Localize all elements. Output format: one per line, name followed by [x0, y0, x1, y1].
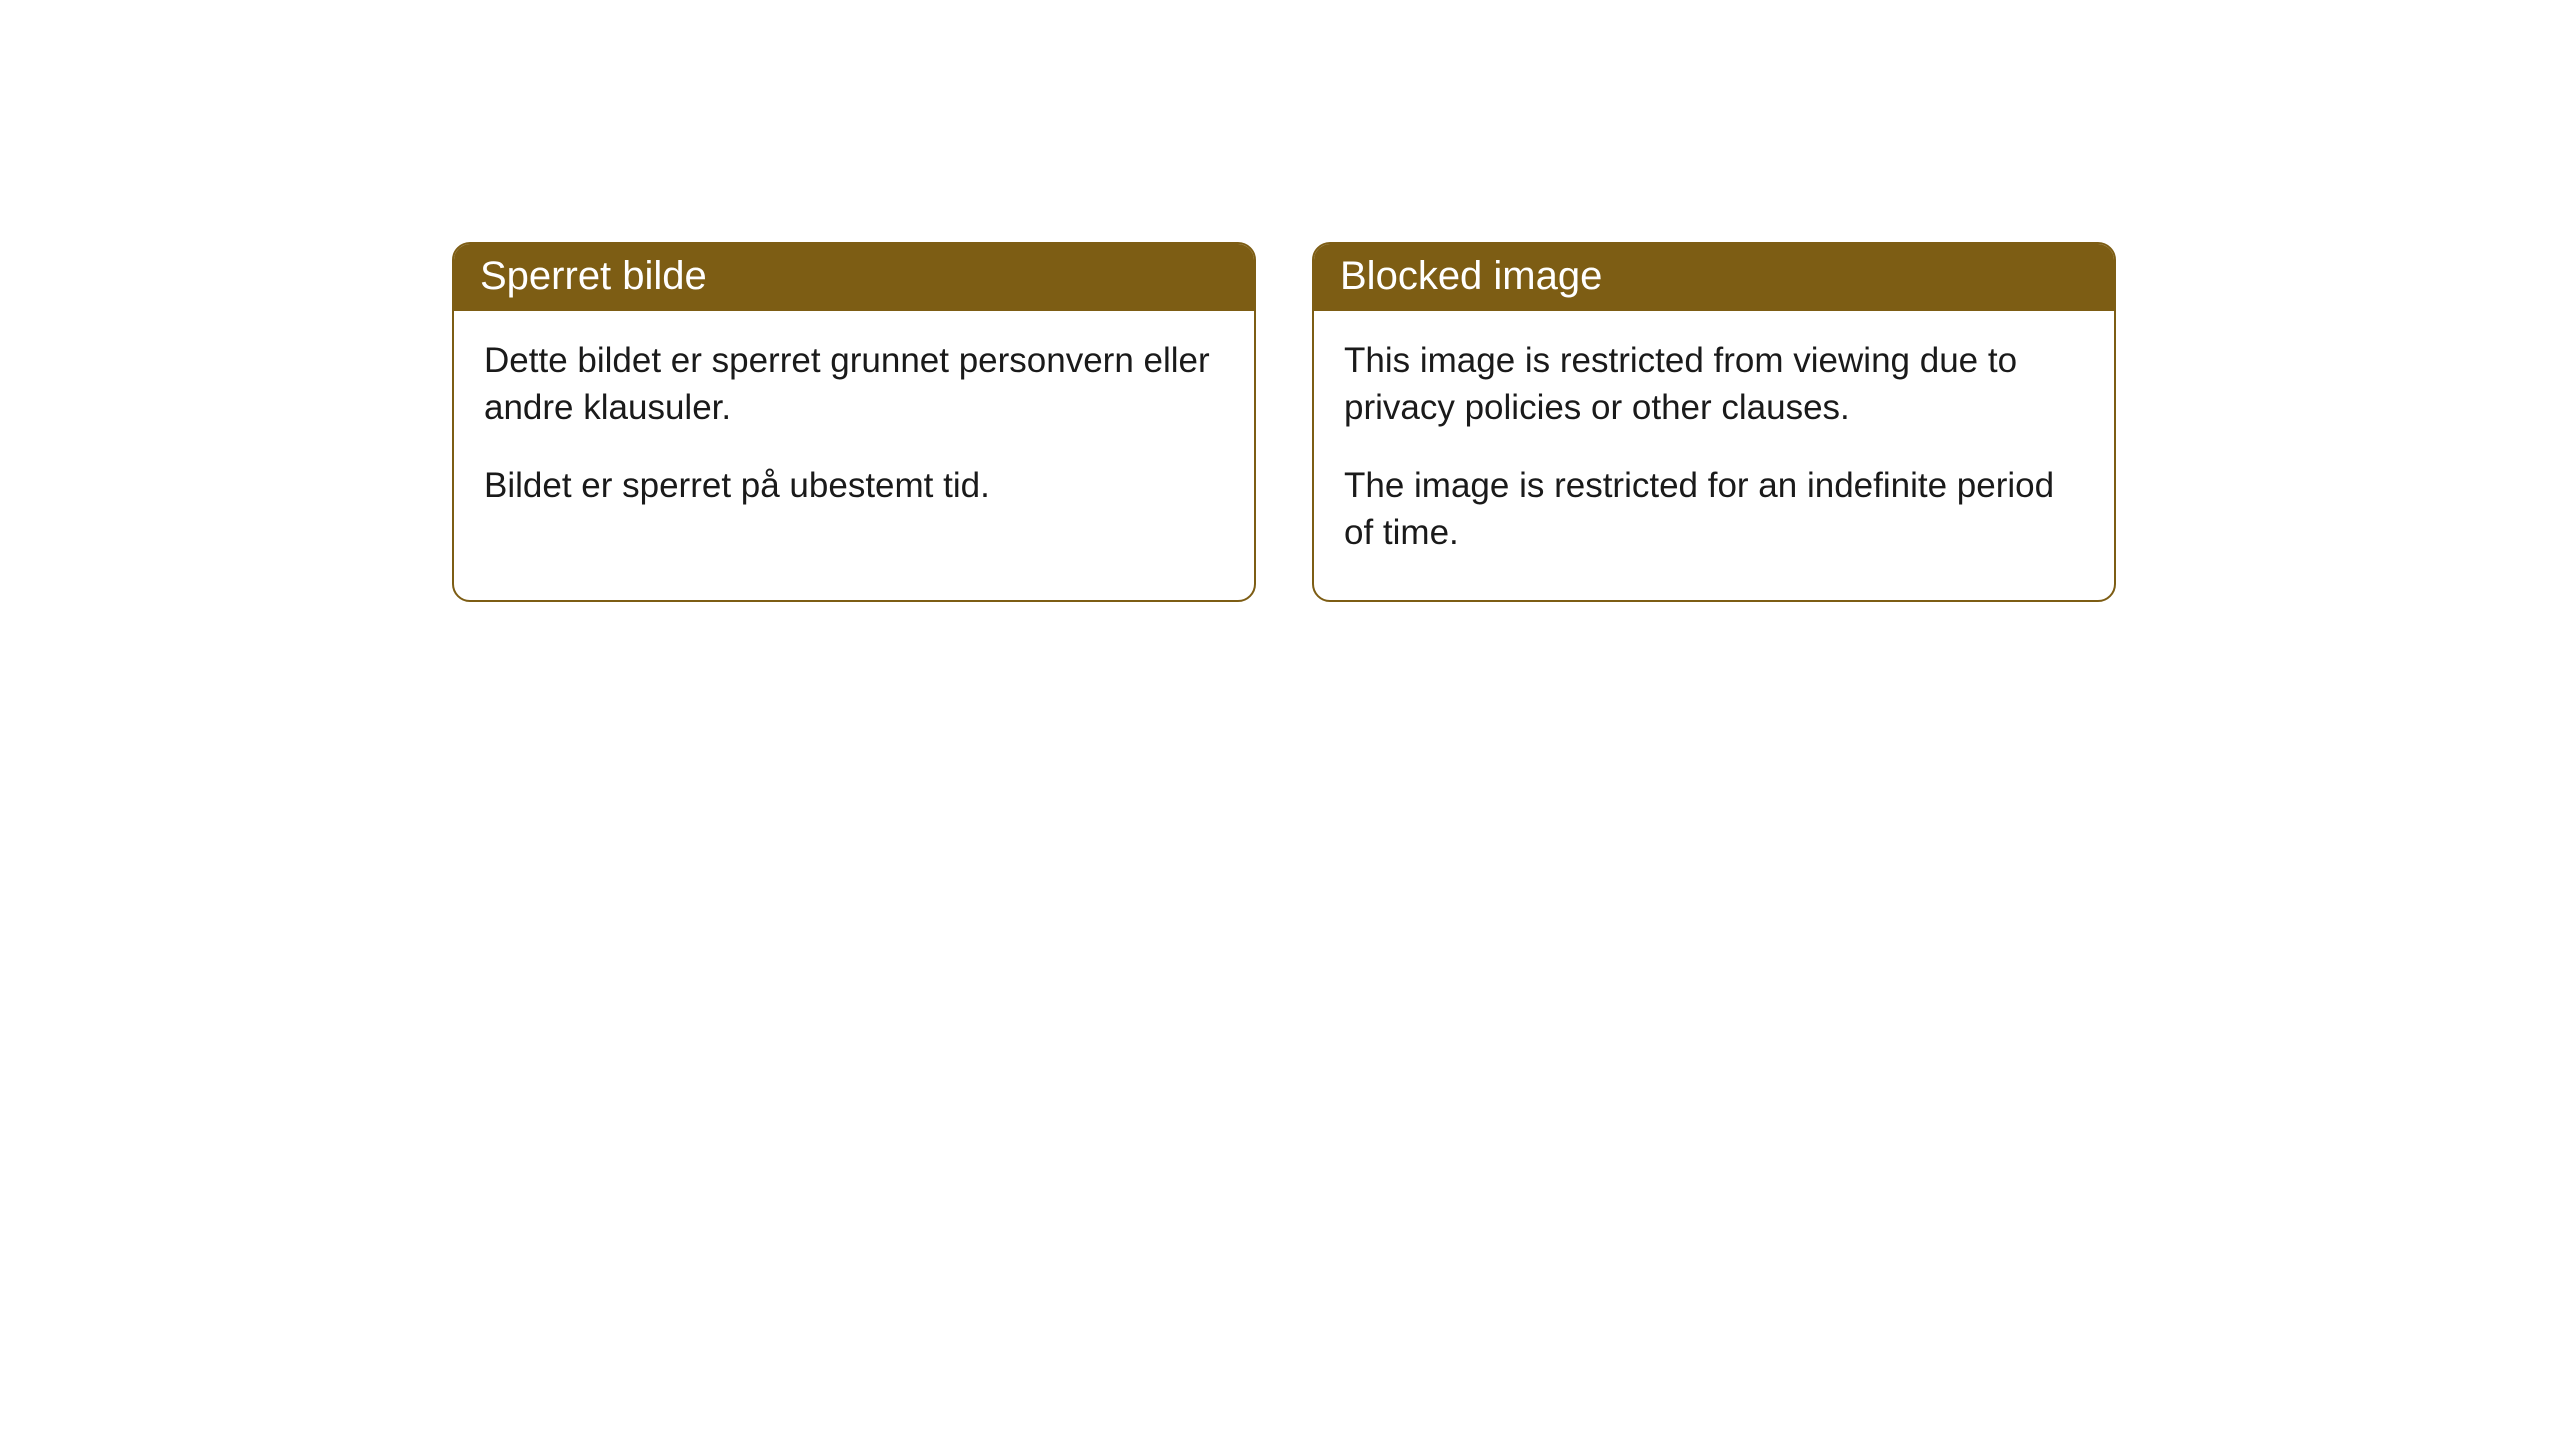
- card-text-en-2: The image is restricted for an indefinit…: [1344, 462, 2084, 557]
- card-body-no: Dette bildet er sperret grunnet personve…: [454, 311, 1254, 553]
- card-text-en-1: This image is restricted from viewing du…: [1344, 337, 2084, 432]
- card-title-en: Blocked image: [1314, 244, 2114, 311]
- card-text-no-1: Dette bildet er sperret grunnet personve…: [484, 337, 1224, 432]
- blocked-image-card-en: Blocked image This image is restricted f…: [1312, 242, 2116, 602]
- notice-cards-container: Sperret bilde Dette bildet er sperret gr…: [0, 0, 2560, 602]
- card-title-no: Sperret bilde: [454, 244, 1254, 311]
- card-text-no-2: Bildet er sperret på ubestemt tid.: [484, 462, 1224, 509]
- card-body-en: This image is restricted from viewing du…: [1314, 311, 2114, 600]
- blocked-image-card-no: Sperret bilde Dette bildet er sperret gr…: [452, 242, 1256, 602]
